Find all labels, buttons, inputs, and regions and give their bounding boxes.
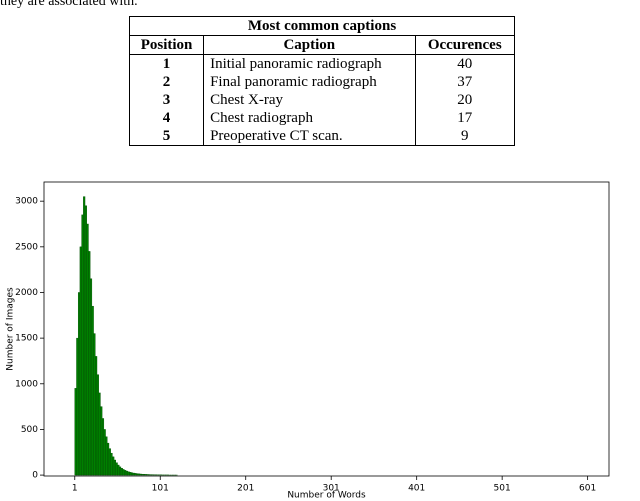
- x-tick-label: 301: [323, 484, 340, 494]
- table-cell: Final panoramic radiograph: [203, 73, 416, 91]
- column-header: Occurences: [414, 35, 515, 55]
- histogram-bar: [74, 388, 77, 476]
- histogram-bar: [89, 278, 93, 476]
- histogram-bar: [146, 474, 149, 476]
- table-cell: Initial panoramic radiograph: [203, 54, 416, 73]
- plot-frame: [43, 181, 610, 477]
- x-axis-label: Number of Words: [287, 491, 366, 501]
- histogram-bar: [103, 429, 106, 476]
- y-tick-label: 0: [32, 471, 38, 481]
- histogram-bar: [88, 251, 91, 476]
- histogram-bar: [148, 474, 151, 476]
- histogram-bar: [125, 470, 128, 476]
- histogram-bar: [134, 473, 137, 476]
- table-row: 4 Chest radiograph 17: [128, 109, 515, 127]
- histogram-bar: [132, 472, 135, 476]
- y-tick-label: 3000: [15, 197, 38, 207]
- histogram-bar: [139, 473, 142, 476]
- histogram-bar: [107, 442, 110, 476]
- intro-text: they are associated with.: [0, 0, 138, 9]
- y-tick-label: 1500: [15, 334, 38, 344]
- histogram-bar: [141, 473, 144, 476]
- x-tick-label: 401: [408, 484, 425, 494]
- histogram-bar: [84, 205, 87, 476]
- histogram-bar: [79, 246, 82, 476]
- table-cell: Chest X-ray: [203, 91, 416, 109]
- histogram-bar: [96, 374, 99, 476]
- histogram-bar: [124, 470, 127, 476]
- histogram-bar: [112, 456, 115, 476]
- table-cell: 37: [414, 73, 515, 91]
- table-row: 1 Initial panoramic radiograph 40: [128, 54, 515, 73]
- table-cell: Chest radiograph: [203, 109, 416, 127]
- histogram-bar: [142, 474, 146, 476]
- table-row: 5 Preoperative CT scan. 9: [128, 127, 515, 146]
- histogram-bar: [101, 418, 105, 476]
- table-cell: 40: [414, 54, 515, 73]
- histogram-bar: [76, 337, 79, 476]
- histogram-bar: [115, 462, 118, 476]
- histogram-bar: [110, 452, 113, 476]
- histogram-bar: [108, 448, 111, 476]
- histogram-bar: [77, 292, 81, 476]
- x-tick-label: 1: [72, 484, 78, 494]
- histogram-bar: [113, 459, 117, 476]
- histogram-bar: [81, 214, 84, 476]
- table-cell: 9: [414, 127, 515, 146]
- column-header: Caption: [203, 35, 416, 55]
- histogram-bar: [122, 469, 125, 476]
- y-tick-label: 2500: [15, 242, 38, 252]
- histogram-bar: [93, 333, 96, 476]
- histogram-bar: [117, 464, 120, 476]
- histogram-bar: [136, 473, 139, 476]
- y-tick-label: 2000: [15, 288, 38, 298]
- histogram-bar: [91, 305, 94, 476]
- histogram-bar: [100, 406, 103, 476]
- histogram-bar: [119, 466, 122, 476]
- x-tick-label: 101: [152, 484, 169, 494]
- table-row: 3 Chest X-ray 20: [128, 91, 515, 109]
- x-tick-label: 501: [494, 484, 511, 494]
- captions-table: Most common captions Position Caption Occu…: [128, 16, 515, 146]
- y-tick-label: 1000: [15, 379, 38, 389]
- histogram-bar: [130, 472, 134, 476]
- histogram-bar: [86, 223, 89, 476]
- histogram-bar: [144, 474, 147, 476]
- table-cell: 20: [414, 91, 515, 109]
- histogram-bar: [105, 436, 108, 476]
- y-tick-label: 500: [21, 425, 38, 435]
- table-cell: 17: [414, 109, 515, 127]
- histogram-bar: [83, 196, 86, 476]
- y-axis-label: Number of Images: [6, 287, 16, 371]
- histogram-bar: [129, 472, 132, 476]
- histogram-bar: [127, 471, 130, 476]
- x-tick-label: 201: [237, 484, 254, 494]
- histogram-bar: [98, 392, 101, 476]
- histogram-bar: [95, 356, 98, 476]
- table-row: 2 Final panoramic radiograph 37: [128, 73, 515, 91]
- table-cell: Preoperative CT scan.: [203, 127, 416, 146]
- x-tick-label: 601: [579, 484, 596, 494]
- histogram-bar: [137, 473, 140, 476]
- histogram-bar: [120, 468, 123, 476]
